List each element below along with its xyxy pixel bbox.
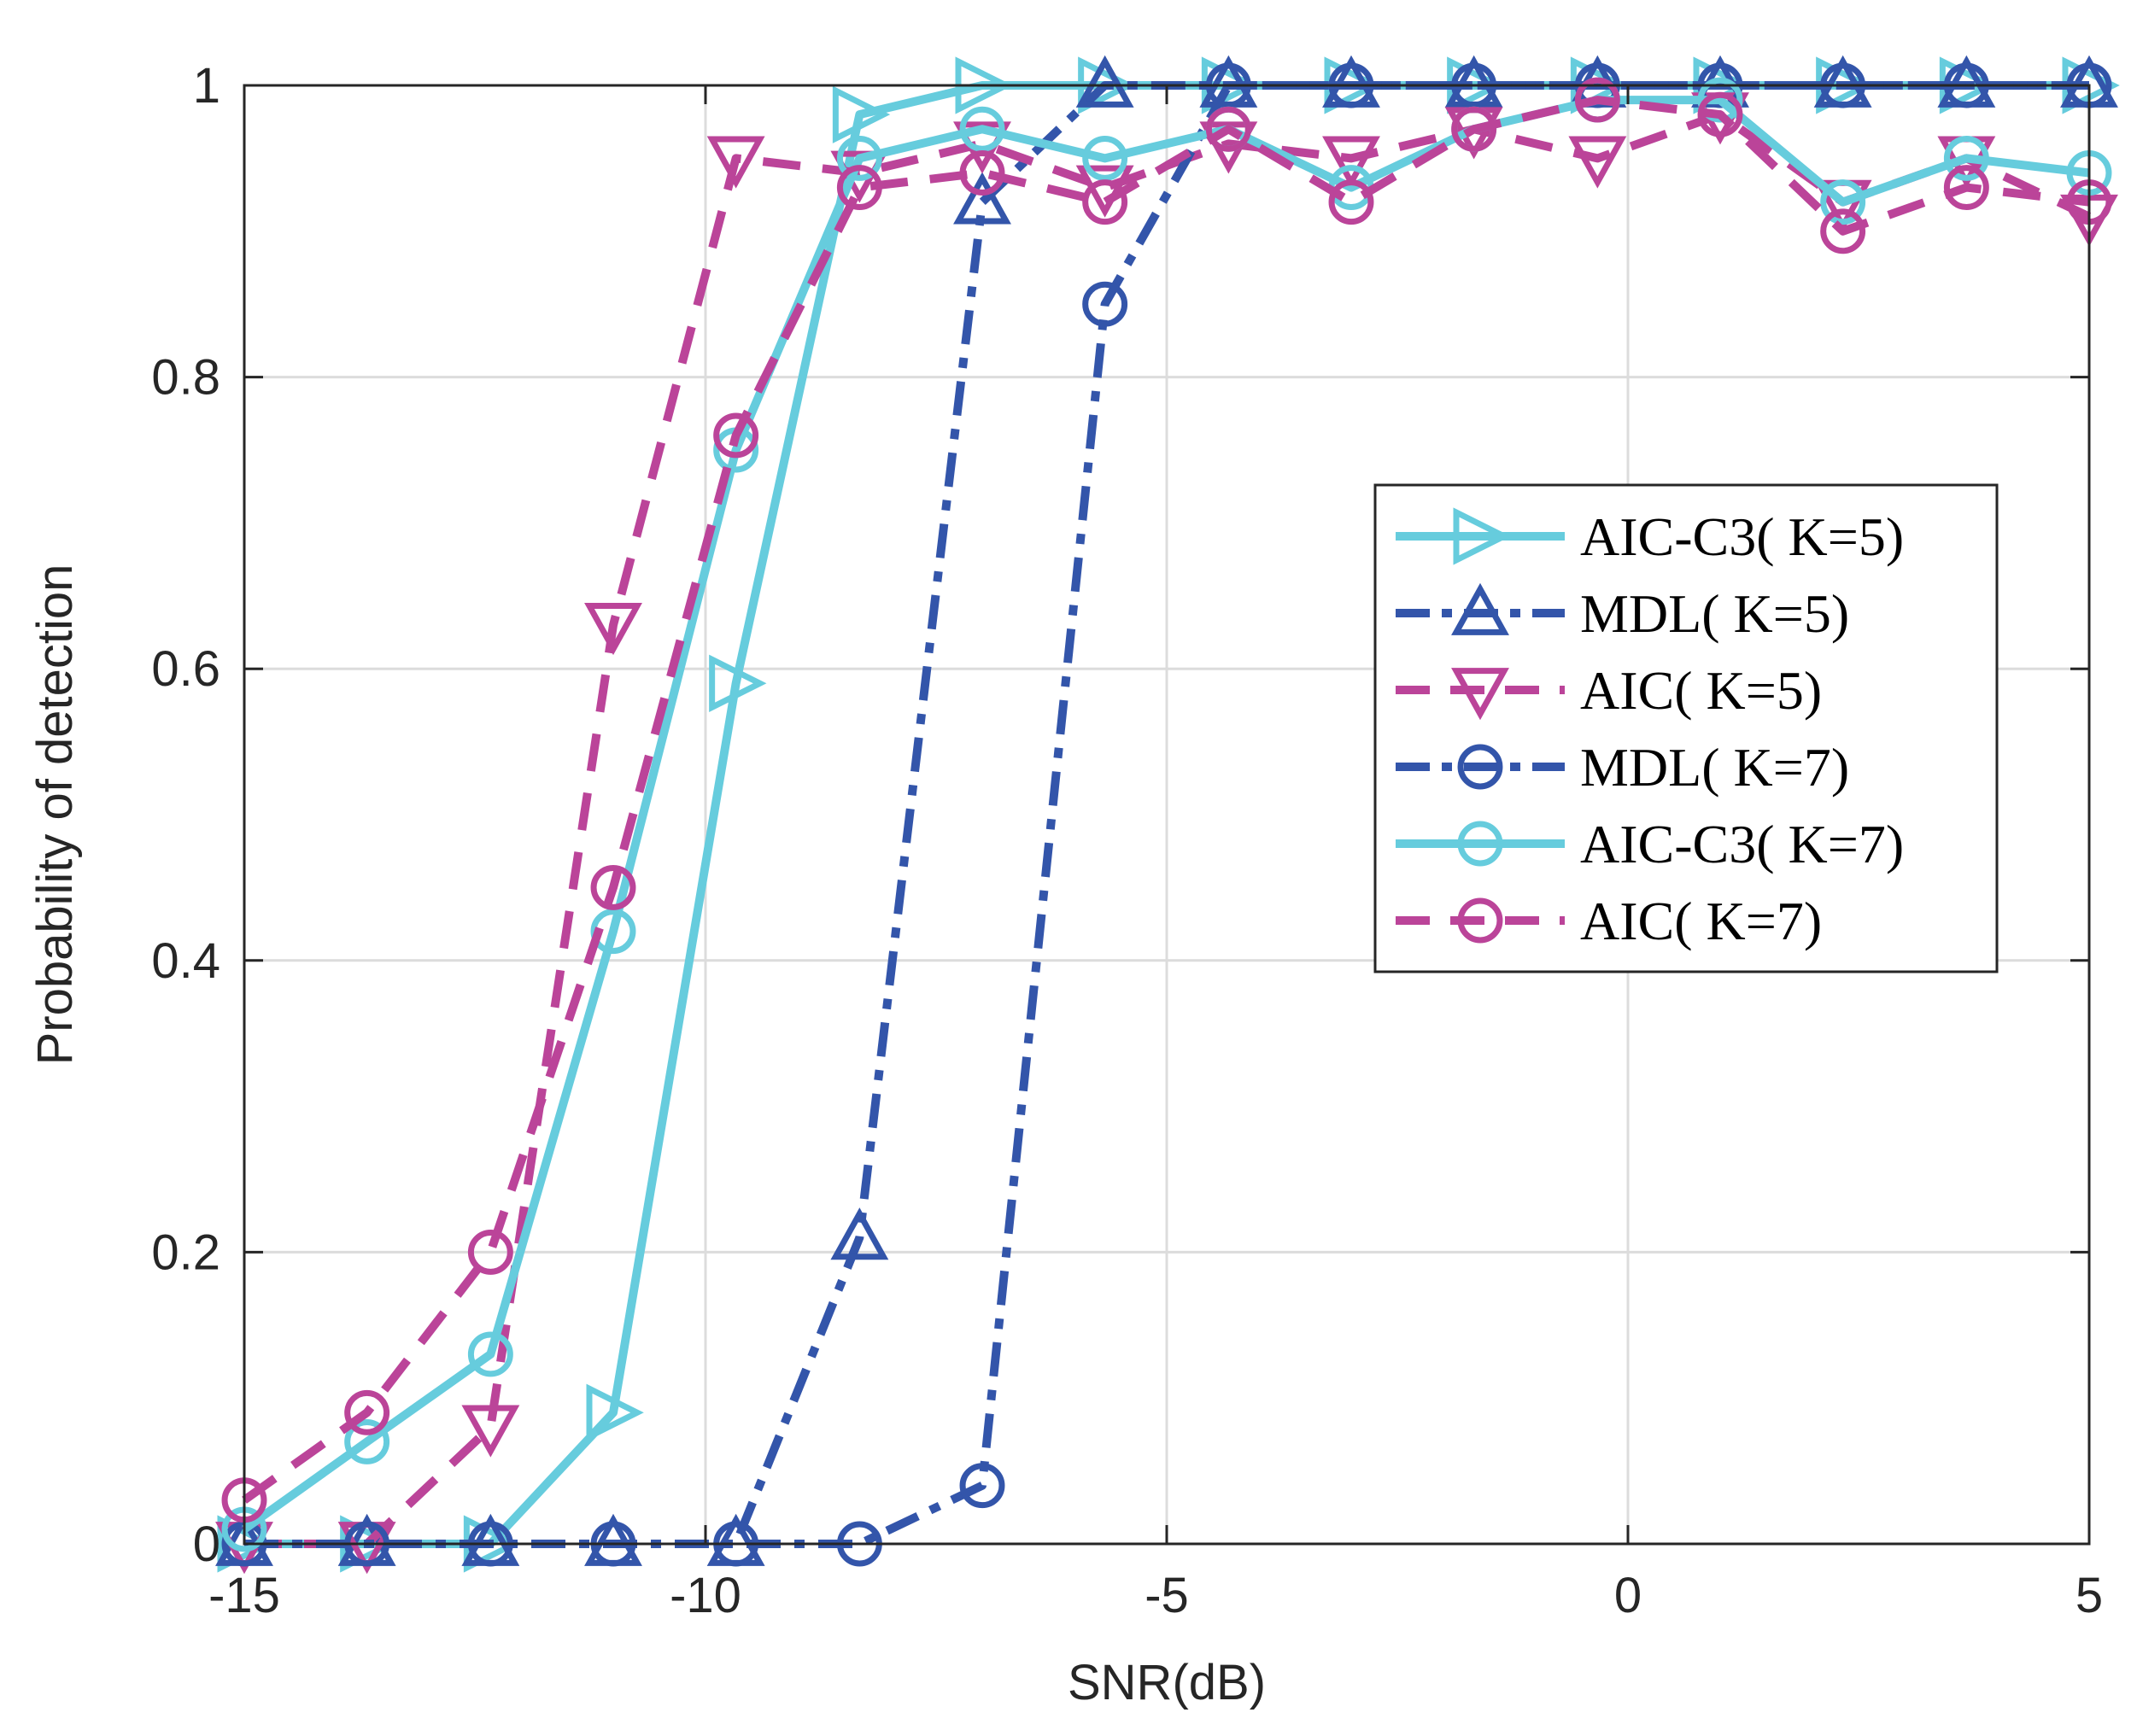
- x-tick-label: 0: [1614, 1568, 1642, 1623]
- data-point: [1568, 136, 1627, 189]
- data-point: [1697, 91, 1743, 137]
- data-point: [1082, 281, 1128, 327]
- data-point: [709, 654, 767, 712]
- data-point: [461, 1405, 520, 1458]
- y-tick-label: 0.6: [151, 641, 220, 697]
- data-point: [713, 412, 759, 459]
- legend-label: AIC( K=5): [1580, 660, 1822, 721]
- legend-marker: [1457, 821, 1503, 867]
- x-tick-label: 5: [2076, 1568, 2103, 1623]
- series-6: [221, 77, 2112, 1523]
- ticks: -15 -10 -5 0 5 0 0.2 0.4 0.6 0.8 1: [151, 58, 2103, 1623]
- legend-label: MDL( K=7): [1580, 737, 1849, 798]
- data-point: [832, 85, 891, 143]
- data-point: [1820, 208, 1866, 254]
- data-point: [1943, 165, 1989, 211]
- legend-marker: [1457, 744, 1503, 790]
- y-axis-label: Probability of detection: [27, 564, 83, 1066]
- data-point: [1574, 77, 1620, 123]
- legend-marker: [1453, 507, 1511, 565]
- data-point: [590, 909, 636, 955]
- data-point: [1943, 135, 1989, 181]
- data-point: [706, 136, 765, 189]
- x-tick-label: -10: [670, 1568, 741, 1623]
- data-point: [467, 1331, 513, 1377]
- data-point: [1322, 136, 1380, 189]
- data-point: [1082, 179, 1128, 225]
- y-tick-label: 0: [193, 1517, 220, 1572]
- data-point: [959, 1463, 1005, 1509]
- y-tick-label: 1: [193, 58, 220, 114]
- data-point: [836, 165, 882, 211]
- series-line: [242, 96, 2090, 1533]
- data-point: [586, 1383, 644, 1441]
- data-point: [344, 1418, 390, 1464]
- data-point: [953, 172, 1011, 225]
- legend-label: AIC( K=7): [1580, 891, 1822, 951]
- data-point: [590, 864, 636, 910]
- data-point: [1451, 106, 1497, 152]
- legend-marker: [1451, 582, 1509, 635]
- y-tick-label: 0.8: [151, 350, 220, 406]
- data-point: [959, 106, 1005, 152]
- data-point: [584, 603, 642, 656]
- legend-label: AIC-C3( K=7): [1580, 814, 1904, 874]
- legend: AIC-C3( K=5) MDL( K=5) AIC( K=5) MDL( K=7) A…: [1373, 483, 1999, 973]
- y-tick-label: 0.4: [151, 933, 220, 989]
- data-point: [1075, 55, 1134, 108]
- data-point: [1205, 106, 1251, 152]
- legend-label: MDL( K=5): [1580, 583, 1849, 644]
- legend-marker: [1457, 897, 1503, 944]
- legend-label: AIC-C3( K=5): [1580, 506, 1904, 567]
- series-line: [242, 96, 2090, 1504]
- data-point: [830, 1207, 889, 1260]
- legend-marker: [1451, 668, 1509, 721]
- data-point: [959, 150, 1005, 196]
- x-axis-label: SNR(dB): [1068, 1655, 1266, 1710]
- y-tick-label: 0.2: [151, 1225, 220, 1280]
- legend-box: [1373, 483, 1999, 973]
- x-tick-label: -5: [1145, 1568, 1189, 1623]
- data-point: [836, 135, 882, 181]
- data-point: [1328, 179, 1374, 225]
- x-tick-label: -15: [208, 1568, 280, 1623]
- data-point: [344, 1389, 390, 1435]
- data-point: [1820, 179, 1866, 225]
- data-point: [467, 1229, 513, 1275]
- data-point: [1082, 135, 1128, 181]
